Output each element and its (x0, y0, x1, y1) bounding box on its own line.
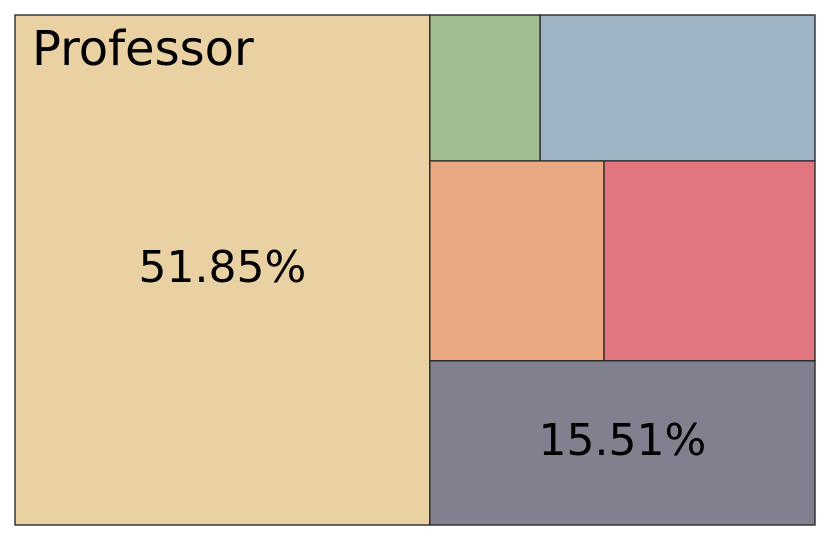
tile-category-label-1: Professor (32, 21, 254, 77)
treemap-tile-6 (429, 14, 541, 162)
treemap-tile-4 (429, 160, 605, 362)
tile-value-label-1: 51.85% (139, 242, 307, 293)
treemap-tile-3 (603, 160, 816, 362)
treemap-tile-2 (429, 360, 816, 526)
treemap-tile-1 (14, 14, 431, 526)
treemap-tile-5 (539, 14, 816, 162)
tiles-group: 51.85% Professor 15.51% (14, 14, 816, 526)
tile-value-label-2: 15.51% (539, 415, 707, 466)
